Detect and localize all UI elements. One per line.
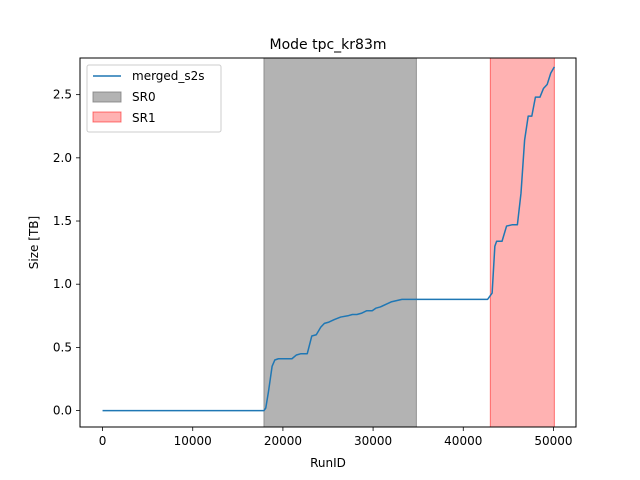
legend-label-merged-s2s: merged_s2s — [132, 69, 205, 83]
y-tick-label: 2.0 — [53, 151, 72, 165]
series-lines — [102, 66, 556, 412]
y-tick-label: 0.5 — [53, 340, 72, 354]
x-axis-label: RunID — [310, 456, 346, 470]
plot-frame — [79, 57, 577, 428]
legend-swatch-sr0 — [92, 91, 122, 103]
x-tick-label: 30000 — [354, 434, 392, 448]
legend-label-sr0: SR0 — [132, 90, 156, 104]
y-axis-ticks: 0.0 0.5 1.0 1.5 2.0 2.5 — [53, 88, 80, 418]
legend: merged_s2s SR0 SR1 — [86, 64, 222, 133]
x-tick-label: 40000 — [444, 434, 482, 448]
x-tick-label: 10000 — [174, 434, 212, 448]
y-tick-label: 2.5 — [53, 88, 72, 102]
series-line-merged-s2s — [102, 66, 556, 412]
shaded-regions — [263, 57, 555, 428]
legend-label-sr1: SR1 — [132, 111, 156, 125]
y-tick-label: 0.0 — [53, 404, 72, 418]
legend-swatch-sr1 — [92, 111, 122, 123]
region-sr1 — [489, 57, 555, 428]
y-axis-label: Size [TB] — [27, 216, 41, 269]
region-sr0 — [263, 57, 417, 428]
x-axis-ticks: 0 10000 20000 30000 40000 50000 — [99, 427, 573, 448]
y-tick-label: 1.0 — [53, 277, 72, 291]
x-tick-label: 50000 — [534, 434, 572, 448]
y-tick-label: 1.5 — [53, 214, 72, 228]
x-tick-label: 20000 — [264, 434, 302, 448]
x-tick-label: 0 — [99, 434, 107, 448]
chart-title: Mode tpc_kr83m — [270, 37, 387, 53]
